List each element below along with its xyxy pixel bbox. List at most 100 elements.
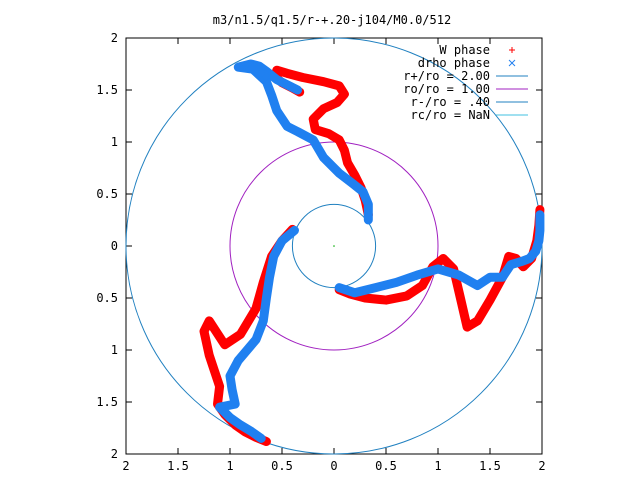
drho-phase-point [280, 79, 288, 87]
drho-phase-point [346, 287, 353, 295]
drho-phase-point [393, 279, 400, 286]
drho-phase-point [268, 259, 276, 267]
drho-phase-point [260, 309, 268, 317]
axis-ticks: 2 1.5 1 0.5 0 0.5 1 1.5 221.510.500.511.52 [96, 31, 545, 473]
y-tick-label: 0.5 [96, 187, 118, 201]
x-tick-label: 0.5 [375, 459, 397, 473]
drho-phase-point [259, 317, 267, 325]
drho-phase-point [441, 267, 449, 275]
drho-phase-point [249, 65, 257, 73]
drho-phase-point [363, 196, 370, 204]
drho-phase-point [482, 276, 490, 284]
drho-phase-point [243, 425, 251, 433]
drho-phase-point [365, 285, 373, 293]
drho-phase-point [247, 427, 255, 435]
drho-phase-point [262, 302, 269, 309]
drho-phase-point [266, 273, 273, 281]
y-tick-label: 1.5 [96, 83, 118, 97]
drho-phase-point [219, 407, 227, 415]
y-tick-label: 0.5 [96, 291, 118, 305]
drho-phase-point [372, 284, 379, 291]
drho-phase-point [499, 273, 506, 281]
drho-phase-point [461, 275, 469, 282]
x-tick-label: 1.5 [479, 459, 501, 473]
drho-phase-point [386, 280, 393, 288]
drho-phase-point [304, 133, 312, 141]
drho-phase-point [231, 400, 239, 408]
y-tick-label: 2 [111, 31, 118, 45]
drho-phase-point [434, 265, 442, 273]
y-tick-label: 1 [111, 343, 118, 357]
drho-phase-point [330, 164, 338, 172]
drho-phase-point [250, 61, 257, 69]
drho-phase-point [232, 362, 239, 369]
drho-phase-point [275, 242, 283, 250]
drho-phase-point [252, 336, 260, 343]
drho-phase-point [239, 62, 246, 70]
drho-phase-point [257, 323, 265, 331]
y-tick-label: 1 [111, 135, 118, 149]
drho-phase-point [420, 269, 428, 277]
drho-phase-point [223, 410, 230, 418]
drho-phase-point [230, 416, 237, 424]
drho-phase-point [254, 432, 262, 440]
drho-phase-point [508, 59, 516, 67]
x-tick-label: 2 [122, 459, 129, 473]
drho-phase-point [278, 237, 286, 245]
x-tick-label: 1.5 [167, 459, 189, 473]
drho-phase-point [226, 414, 234, 421]
drho-phase-point [270, 253, 278, 260]
drho-phase-point [356, 185, 364, 193]
drho-phase-point [361, 192, 369, 200]
drho-phase-point [237, 421, 244, 429]
drho-phase-point [474, 282, 481, 289]
drho-phase-point [221, 402, 229, 410]
drho-phase-point [406, 274, 414, 281]
drho-phase-point [240, 423, 248, 431]
drho-phase-point [335, 169, 343, 177]
drho-phase-point [280, 117, 288, 125]
drho-phase-point [229, 367, 237, 375]
drho-phase-point [269, 73, 277, 81]
y-tick-label: 1.5 [96, 395, 118, 409]
drho-phase-point [273, 247, 280, 255]
drho-phase-point [283, 123, 291, 130]
x-tick-label: 0 [330, 459, 337, 473]
drho-phase-point [264, 287, 271, 295]
drho-phase-point [269, 97, 277, 104]
drho-phase-point [448, 269, 456, 277]
drho-phase-point [294, 86, 301, 94]
drho-phase-point [290, 126, 298, 134]
drho-phase-point [316, 148, 324, 156]
drho-phase-point [413, 271, 421, 279]
drho-phase-point [351, 289, 359, 297]
drho-phase-point [254, 70, 261, 77]
drho-phase-point [313, 142, 321, 150]
drho-phase-point [234, 357, 242, 364]
legend-label: W phase [439, 43, 490, 57]
drho-phase-point [501, 269, 509, 277]
drho-phase-point [335, 284, 343, 291]
drho-phase-point [349, 180, 357, 187]
legend-label: r-/ro = .40 [411, 95, 490, 109]
drho-phase-point [264, 82, 272, 90]
drho-phase-point [536, 216, 544, 224]
drho-phase-point [268, 91, 275, 99]
drho-phase-point [399, 276, 407, 284]
x-tick-label: 2 [538, 459, 545, 473]
drho-phase-point [283, 81, 291, 89]
drho-phase-point [536, 221, 544, 229]
data-markers [199, 59, 545, 447]
chart-title: m3/n1.5/q1.5/r-+.20-j104/M0.0/512 [213, 13, 451, 27]
drho-phase-point [266, 70, 274, 78]
drho-phase-point [276, 112, 284, 120]
drho-phase-point [290, 84, 298, 92]
x-tick-label: 0.5 [271, 459, 293, 473]
drho-phase-point [309, 136, 317, 144]
drho-phase-point [341, 285, 348, 293]
x-tick-label: 1 [226, 459, 233, 473]
drho-phase-point [364, 206, 372, 213]
drho-phase-point [263, 78, 270, 86]
